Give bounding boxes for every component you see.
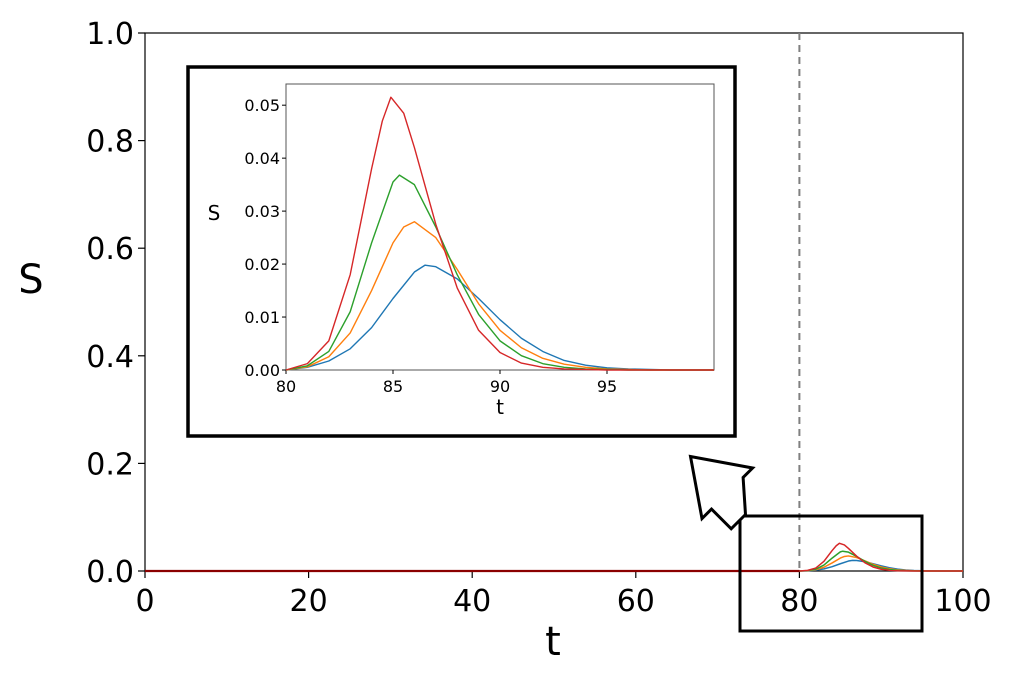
main-x-tick-label: 100 <box>934 584 991 619</box>
inset-outer-box <box>186 65 737 438</box>
inset-series-curves <box>285 96 714 371</box>
inset-y-tick-label: 0.00 <box>244 361 280 380</box>
inset-y-ticks: 0.00 0.01 0.02 0.03 0.04 0.05 <box>244 96 286 380</box>
main-x-tick-label: 80 <box>780 584 818 619</box>
main-y-tick-label: 0.4 <box>86 340 134 375</box>
main-axes: 0.0 0.2 0.4 0.6 0.8 1.0 0 20 40 60 80 100 t S <box>18 17 991 665</box>
inset-y-tick-label: 0.05 <box>244 96 280 115</box>
inset-series-line <box>285 96 714 371</box>
inset-x-tick-label: 90 <box>490 377 510 396</box>
main-x-axis-label: t <box>545 619 561 665</box>
inset-y-tick-label: 0.02 <box>244 255 280 274</box>
inset-x-tick-label: 85 <box>383 377 403 396</box>
inset-x-tick-label: 95 <box>597 377 617 396</box>
main-y-ticks: 0.0 0.2 0.4 0.6 0.8 1.0 <box>86 17 145 590</box>
inset-x-ticks: 80 85 90 95 <box>276 370 617 396</box>
inset-series-line <box>285 264 714 371</box>
main-y-tick-label: 1.0 <box>86 17 134 52</box>
main-x-tick-label: 20 <box>290 584 328 619</box>
inset-y-tick-label: 0.03 <box>244 202 280 221</box>
inset-panel: 0.00 0.01 0.02 0.03 0.04 0.05 80 85 90 95 t S <box>186 65 737 438</box>
main-y-axis-label: S <box>18 257 43 303</box>
inset-y-axis-label: S <box>208 201 221 225</box>
main-series-line <box>799 542 963 572</box>
main-series-curves <box>799 542 963 572</box>
main-x-ticks: 0 20 40 60 80 100 <box>135 571 992 619</box>
inset-y-tick-label: 0.04 <box>244 149 280 168</box>
inset-y-tick-label: 0.01 <box>244 308 280 327</box>
zoom-arrow <box>688 454 756 531</box>
inset-x-axis-label: t <box>496 395 504 419</box>
main-y-tick-label: 0.8 <box>86 125 134 160</box>
main-y-tick-label: 0.2 <box>86 447 134 482</box>
main-x-tick-label: 0 <box>135 584 154 619</box>
main-y-tick-label: 0.0 <box>86 555 134 590</box>
inset-x-tick-label: 80 <box>276 377 296 396</box>
main-y-tick-label: 0.6 <box>86 232 134 267</box>
main-x-tick-label: 40 <box>453 584 491 619</box>
zoom-region-box <box>738 514 924 633</box>
main-x-tick-label: 60 <box>617 584 655 619</box>
